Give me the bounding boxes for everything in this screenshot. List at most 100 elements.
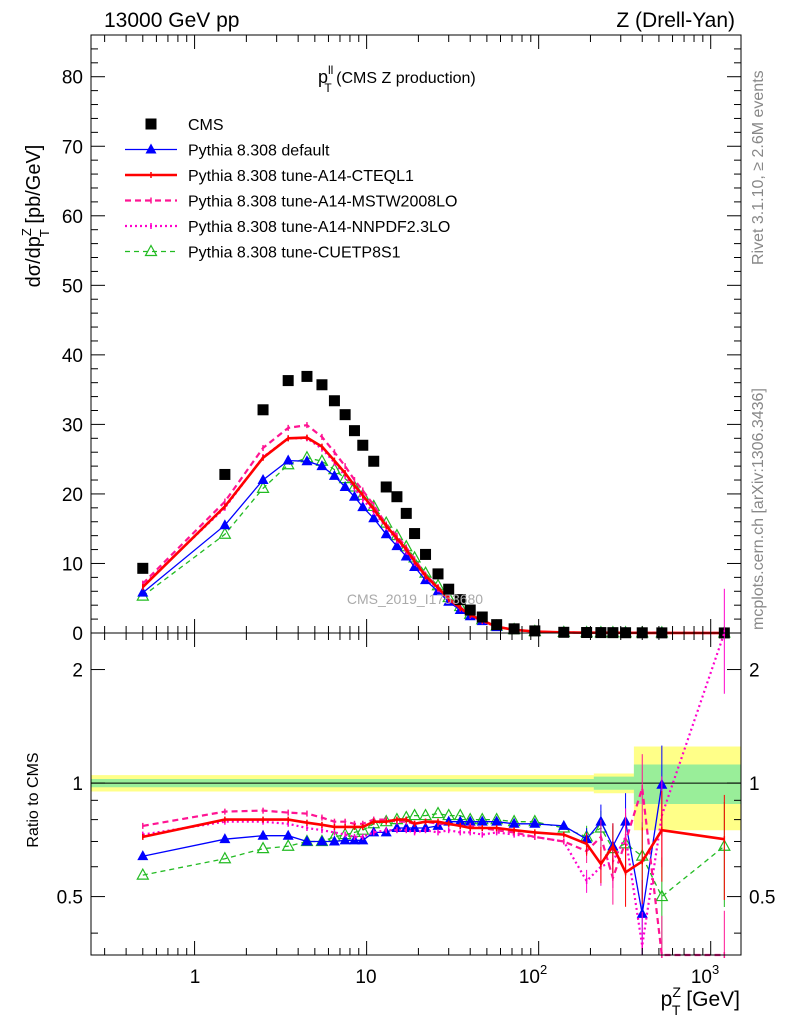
- data-point: [529, 625, 541, 637]
- ratio-y-tick-label: 2: [72, 661, 83, 682]
- data-point: [368, 512, 380, 523]
- data-point: [368, 455, 380, 467]
- ratio-point: [491, 815, 503, 826]
- data-point: [328, 469, 340, 480]
- data-point: [443, 583, 455, 595]
- y-tick-label: 50: [62, 276, 83, 297]
- ratio-point: [339, 834, 351, 845]
- main-title: pll T (CMS Z production): [318, 63, 476, 95]
- legend-entry-1: Pythia 8.308 default: [125, 143, 330, 160]
- y-tick-label: 30: [62, 415, 83, 436]
- ratio-point: [419, 808, 433, 821]
- ratio-point: [137, 850, 149, 861]
- data-point: [282, 454, 294, 465]
- ratio-y-tick-label-right: 2: [749, 661, 760, 682]
- ratio-point: [529, 817, 541, 828]
- data-point: [137, 586, 149, 597]
- y-tick-label: 10: [62, 554, 83, 575]
- data-point: [391, 491, 403, 503]
- ratio-point: [558, 819, 570, 830]
- data-point: [218, 527, 232, 539]
- main-y-axis: 0 10 20 30 40 50 60 70 80: [62, 48, 741, 645]
- ratio-plot-frame: [90, 632, 742, 956]
- main-y-axis-label: dσ/dpZ T [pb/GeV]: [19, 145, 52, 288]
- data-point: [316, 379, 328, 391]
- legend-entry-5: Pythia 8.308 tune-CUETP8S1: [125, 244, 401, 262]
- ratio-y-tick-label: 0.5: [57, 888, 83, 909]
- series-1: [137, 454, 730, 637]
- y-tick-label: 60: [62, 207, 83, 228]
- ratio-y-axis: 0.5 0.5 1 1 2 2: [57, 661, 775, 934]
- x-axis-label: pZ T [GeV]: [661, 984, 740, 1018]
- legend-label: CMS: [188, 117, 224, 134]
- series-line: [142, 459, 725, 634]
- legend-label: Pythia 8.308 tune-A14-MSTW2008LO: [188, 194, 457, 211]
- x-tick-label-10: 10: [355, 967, 376, 988]
- ratio-point: [282, 829, 294, 840]
- data-point: [380, 481, 392, 493]
- legend-entry-0: CMS: [145, 117, 224, 134]
- ratio-line: [142, 812, 725, 898]
- data-point: [219, 519, 231, 530]
- legend-entry-2: Pythia 8.308 tune-A14-CTEQL1: [125, 168, 414, 185]
- data-point: [316, 460, 328, 471]
- y-tick-label: 0: [72, 624, 83, 645]
- y-tick-label: 80: [62, 68, 83, 89]
- legend: CMS Pythia 8.308 default Pythia 8.308 tune…: [125, 117, 457, 262]
- ratio-point: [257, 829, 269, 840]
- analysis-watermark: CMS_2019_I1753680: [347, 591, 483, 607]
- data-point: [301, 370, 313, 382]
- data-point: [256, 481, 270, 493]
- data-point: [357, 501, 369, 512]
- data-point: [400, 507, 412, 519]
- ratio-band-inner: [91, 764, 741, 804]
- x-tick-label-1: 1: [190, 967, 201, 988]
- legend-label: Pythia 8.308 default: [188, 143, 330, 160]
- x-tick-label-100: 102: [519, 962, 547, 988]
- ratio-point: [256, 841, 270, 854]
- legend-entry-4: Pythia 8.308 tune-A14-NNPDF2.3LO: [125, 219, 450, 236]
- data-point: [348, 425, 360, 437]
- ratio-point: [218, 851, 232, 864]
- legend-label: Pythia 8.308 tune-A14-CTEQL1: [188, 168, 414, 185]
- data-point: [137, 562, 149, 574]
- y-tick-label: 40: [62, 346, 83, 367]
- ratio-point: [431, 806, 445, 819]
- data-point: [282, 375, 294, 387]
- header-left: 13000 GeV pp: [104, 9, 239, 32]
- ratio-point: [508, 817, 520, 828]
- y-tick-label: 70: [62, 137, 83, 158]
- ratio-plot-series: [136, 588, 731, 958]
- ratio-point: [476, 815, 488, 826]
- ratio-uncertainty-band: [91, 746, 741, 831]
- legend-label: Pythia 8.308 tune-A14-NNPDF2.3LO: [188, 219, 450, 236]
- header-right: Z (Drell-Yan): [616, 9, 735, 32]
- data-point: [339, 480, 351, 491]
- ratio-y-axis-label: Ratio to CMS: [25, 752, 42, 847]
- ratio-series-1: [142, 791, 726, 907]
- ratio-y-tick-label-right: 0.5: [749, 888, 775, 909]
- data-point: [508, 623, 520, 635]
- data-point: [301, 455, 313, 466]
- data-point: [339, 409, 351, 421]
- ratio-point: [136, 867, 150, 880]
- ratio-point: [316, 835, 328, 846]
- legend-marker: [144, 244, 158, 257]
- x-axis: [104, 35, 712, 955]
- data-point: [409, 528, 421, 540]
- ratio-point: [655, 889, 669, 902]
- ratio-line: [142, 818, 725, 875]
- data-point: [380, 528, 392, 539]
- y-tick-label: 20: [62, 485, 83, 506]
- ratio-point: [454, 815, 466, 826]
- legend-entry-3: Pythia 8.308 tune-A14-MSTW2008LO: [125, 194, 457, 211]
- legend-marker: [145, 143, 157, 154]
- ratio-point: [281, 838, 295, 851]
- ratio-point: [408, 808, 422, 821]
- ratio-point: [328, 835, 340, 846]
- ratio-band-outer: [91, 746, 741, 831]
- ratio-point: [219, 833, 231, 844]
- ratio-point: [301, 835, 313, 846]
- data-point: [391, 540, 403, 551]
